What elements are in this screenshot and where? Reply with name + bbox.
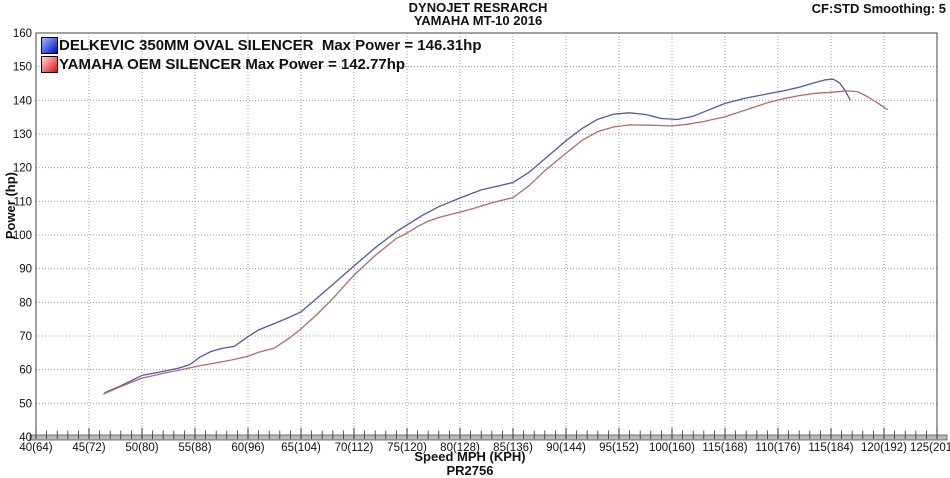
page-title: DYNOJET RESRARCH [408, 0, 548, 15]
x-tick-label: 40(64) [19, 442, 52, 454]
x-tick-label: 115(168) [702, 442, 747, 454]
smoothing-info: CF:STD Smoothing: 5 [811, 1, 946, 16]
x-tick-label: 115(184) [808, 442, 853, 454]
y-tick-label: 50 [19, 398, 32, 410]
y-tick-label: 80 [19, 297, 32, 309]
page-subtitle: YAMAHA MT-10 2016 [413, 13, 543, 28]
x-tick-label: 45(72) [72, 442, 105, 454]
x-tick-label: 65(104) [281, 442, 321, 454]
y-tick-label: 110 [14, 196, 32, 208]
run-id: PR2756 [446, 463, 494, 478]
x-tick-label: 95(152) [599, 442, 639, 454]
y-tick-label: 160 [13, 28, 32, 40]
x-tick-label: 85(136) [493, 442, 533, 454]
legend: DELKEVIC 350MM OVAL SILENCER Max Power =… [41, 36, 481, 74]
x-tick-label: 120(192) [861, 442, 907, 454]
y-axis-title: Power (hp) [3, 172, 18, 240]
y-tick-label: 140 [13, 95, 32, 107]
legend-item-delkevic: DELKEVIC 350MM OVAL SILENCER Max Power =… [41, 36, 481, 55]
legend-item-oem: YAMAHA OEM SILENCER Max Power = 142.77hp [41, 55, 481, 74]
oem-series-swatch-icon [41, 56, 58, 73]
x-tick-label: 70(112) [335, 442, 374, 454]
legend-label-delkevic: DELKEVIC 350MM OVAL SILENCER Max Power =… [59, 37, 482, 54]
oem-power-curve [103, 90, 888, 395]
x-tick-label: 55(88) [178, 442, 211, 454]
y-tick-label: 40 [19, 432, 32, 444]
legend-label-oem: YAMAHA OEM SILENCER Max Power = 142.77hp [59, 56, 406, 73]
x-tick-label: 90(144) [546, 442, 586, 454]
delkevic-series-swatch-icon [41, 37, 58, 54]
x-axis-title: Speed MPH (KPH) [414, 449, 526, 464]
y-tick-label: 70 [19, 331, 32, 343]
x-tick-label: 50(80) [125, 442, 158, 454]
x-tick-label: 125(201) [910, 442, 950, 454]
x-tick-label: 75(120) [387, 442, 427, 454]
title-block: DYNOJET RESRARCH YAMAHA MT-10 2016 [0, 1, 950, 27]
delkevic-power-curve [104, 78, 851, 394]
x-tick-label: 100(160) [649, 442, 695, 454]
y-tick-label: 150 [13, 62, 32, 74]
y-tick-label: 60 [19, 365, 32, 377]
y-tick-label: 120 [13, 163, 32, 175]
x-tick-label: 60(96) [231, 442, 264, 454]
x-axis-bar [29, 434, 948, 441]
y-tick-label: 90 [19, 264, 32, 276]
x-tick-label: 80(128) [440, 442, 480, 454]
y-tick-label: 100 [13, 230, 32, 242]
y-tick-label: 130 [13, 129, 32, 141]
x-tick-label: 110(176) [755, 442, 800, 454]
